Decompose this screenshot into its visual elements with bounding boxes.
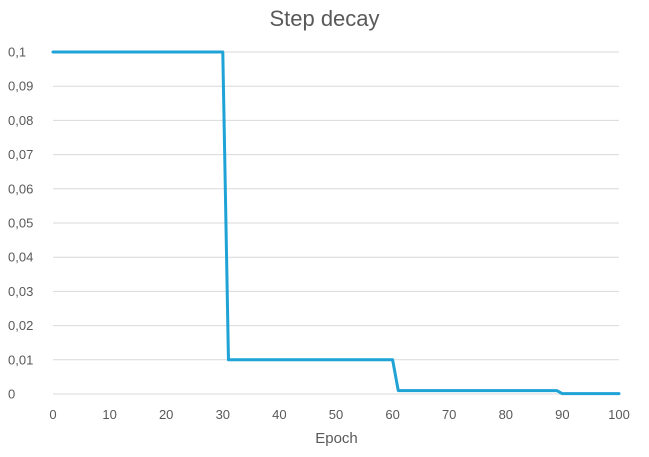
x-tick-label: 0 bbox=[49, 407, 56, 422]
y-tick-label: 0,04 bbox=[8, 250, 33, 265]
y-tick-label: 0,02 bbox=[8, 318, 33, 333]
x-tick-label: 20 bbox=[159, 407, 173, 422]
y-tick-label: 0,01 bbox=[8, 352, 33, 367]
series-line bbox=[51, 50, 621, 396]
x-axis-title: Epoch bbox=[315, 430, 358, 447]
x-tick-label: 40 bbox=[272, 407, 286, 422]
x-tick-label: 60 bbox=[385, 407, 399, 422]
y-tick-label: 0,06 bbox=[8, 181, 33, 196]
x-tick-label: 80 bbox=[499, 407, 513, 422]
y-tick-label: 0,05 bbox=[8, 216, 33, 231]
x-tick-label: 10 bbox=[102, 407, 116, 422]
x-tick-label: 90 bbox=[555, 407, 569, 422]
x-tick-label: 70 bbox=[442, 407, 456, 422]
x-tick-label: 50 bbox=[329, 407, 343, 422]
y-tick-label: 0 bbox=[8, 387, 15, 402]
y-tick-label: 0,08 bbox=[8, 113, 33, 128]
y-tick-label: 0,09 bbox=[8, 79, 33, 94]
chart-title: Step decay bbox=[269, 6, 380, 31]
y-tick-label: 0,03 bbox=[8, 284, 33, 299]
y-tick-label: 0,07 bbox=[8, 147, 33, 162]
x-tick-label: 100 bbox=[608, 407, 630, 422]
y-tick-label: 0,1 bbox=[8, 45, 26, 60]
x-tick-label: 30 bbox=[216, 407, 230, 422]
